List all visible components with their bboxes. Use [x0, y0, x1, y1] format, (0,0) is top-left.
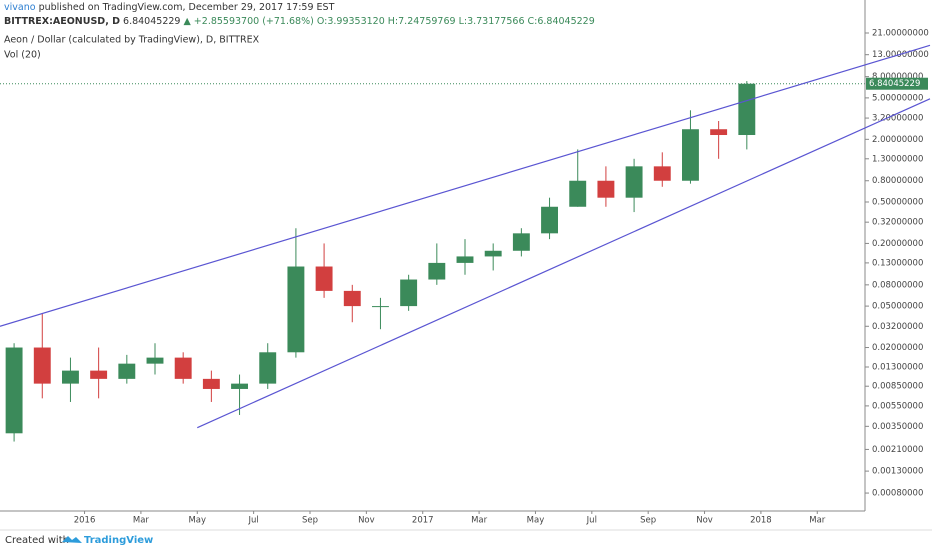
y-tick-label: 0.05000000 — [872, 302, 923, 312]
candle-body — [400, 279, 418, 307]
x-tick-label: Nov — [696, 516, 713, 526]
time-axis — [0, 511, 932, 529]
y-tick-label: 0.00130000 — [872, 467, 923, 477]
candle-body — [653, 166, 671, 181]
x-tick-label: Mar — [133, 516, 150, 526]
candle-body — [484, 250, 502, 257]
y-tick-label: 1.30000000 — [872, 154, 923, 164]
candle-body — [259, 352, 277, 384]
y-tick-label: 0.13000000 — [872, 258, 923, 268]
y-tick-label: 0.00550000 — [872, 401, 923, 411]
candle-body — [5, 347, 23, 434]
candle-body — [287, 266, 305, 353]
y-tick-label: 8.00000000 — [872, 72, 923, 82]
y-tick-label: 0.01300000 — [872, 363, 923, 373]
x-tick-label: 2016 — [74, 516, 96, 526]
candle-body — [343, 290, 361, 307]
candle-body — [541, 206, 558, 234]
candle-body — [33, 347, 51, 384]
candle-body — [738, 83, 756, 136]
candle-body — [118, 363, 136, 379]
candle-body — [428, 262, 446, 280]
y-tick-label: 0.03200000 — [872, 322, 923, 332]
x-tick-label: Sep — [640, 516, 656, 526]
candle-body — [90, 370, 108, 379]
y-tick-label: 0.80000000 — [872, 176, 923, 186]
last-price-label: 6.84045229 — [869, 79, 920, 89]
header-line-1: vivano published on TradingView.com, Dec… — [4, 2, 335, 13]
x-tick-label: Sep — [302, 516, 318, 526]
last-price-box — [866, 77, 928, 90]
candle-body — [372, 306, 389, 308]
symbol: BITTREX:AEONUSD, D — [4, 16, 120, 27]
candle-body — [202, 378, 220, 389]
y-tick-label: 0.00080000 — [872, 489, 923, 499]
chart-title: Aeon / Dollar (calculated by TradingView… — [4, 35, 260, 46]
y-tick-label: 0.00850000 — [872, 382, 923, 392]
y-tick-label: 0.00210000 — [872, 445, 923, 455]
y-tick-label: 0.08000000 — [872, 280, 923, 290]
ohlc: O:3.99353120 H:7.24759769 L:3.73177566 C… — [317, 16, 595, 27]
price: 6.84045229 — [123, 16, 180, 27]
published: published on TradingView.com, December 2… — [39, 2, 335, 13]
logo — [62, 536, 82, 543]
y-tick-label: 0.50000000 — [872, 197, 923, 207]
y-tick-label: 0.02000000 — [872, 343, 923, 353]
x-tick-label: May — [188, 516, 206, 526]
y-tick-label: 21.00000000 — [872, 29, 929, 39]
x-tick-label: May — [527, 516, 545, 526]
x-tick-label: Mar — [809, 516, 826, 526]
y-tick-label: 0.00350000 — [872, 422, 923, 432]
x-tick-label: Jul — [586, 516, 597, 526]
x-tick-label: 2017 — [412, 516, 434, 526]
footer-brand[interactable]: TradingView — [84, 535, 153, 546]
y-tick-label: 0.32000000 — [872, 218, 923, 228]
y-tick-label: 0.20000000 — [872, 239, 923, 249]
footer-created: Created with — [5, 535, 69, 546]
candle-body — [315, 266, 333, 291]
y-tick-label: 2.00000000 — [872, 135, 923, 145]
x-tick-label: Nov — [358, 516, 375, 526]
y-tick-label: 13.00000000 — [872, 50, 929, 60]
candle-body — [456, 256, 474, 263]
candle-body — [569, 180, 587, 207]
candle-body — [174, 357, 192, 379]
y-tick-label: 5.00000000 — [872, 93, 923, 103]
trendline — [0, 44, 931, 327]
candle-body — [710, 129, 728, 136]
x-tick-label: Jul — [248, 516, 259, 526]
candle-body — [62, 370, 79, 384]
trendline — [197, 98, 931, 429]
change: ▲ +2.85593700 (+71.68%) — [183, 16, 313, 27]
candle-body — [682, 129, 699, 181]
candle-body — [231, 383, 248, 389]
author[interactable]: vivano — [4, 2, 36, 13]
header-line-2: BITTREX:AEONUSD, D 6.84045229 ▲ +2.85593… — [4, 16, 595, 27]
candle-body — [625, 166, 643, 198]
x-tick-label: Mar — [471, 516, 488, 526]
candle-body — [597, 180, 615, 198]
x-tick-label: 2018 — [750, 516, 772, 526]
candle-body — [512, 233, 530, 251]
y-tick-label: 3.20000000 — [872, 114, 923, 124]
candle-body — [146, 357, 164, 364]
indicator: Vol (20) — [4, 50, 41, 61]
background — [0, 0, 932, 530]
